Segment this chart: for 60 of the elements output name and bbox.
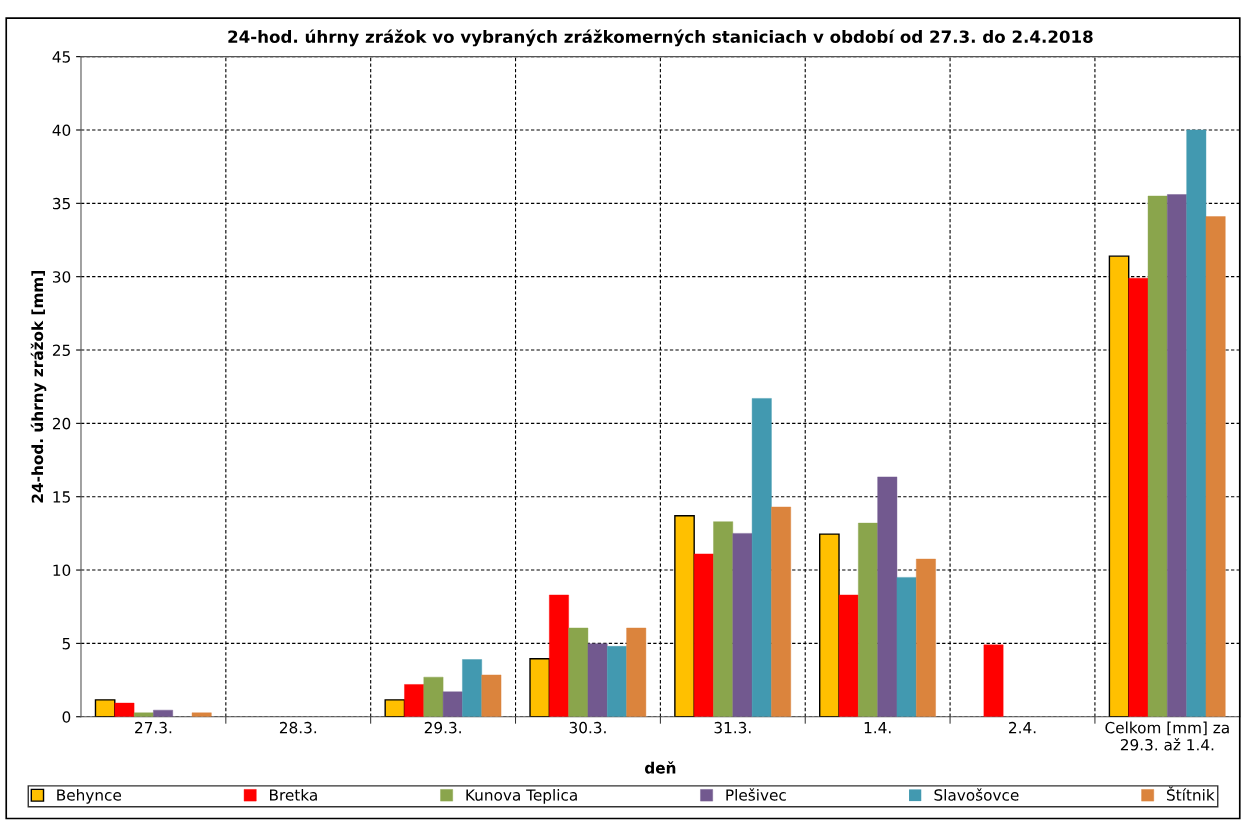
x-tick-label: Celkom [mm] za 29.3. až 1.4. <box>1105 721 1229 751</box>
bar <box>1128 277 1149 717</box>
bar <box>877 476 898 717</box>
y-tick-label: 5 <box>62 638 70 650</box>
bar <box>838 594 859 717</box>
legend-label: Štítnik <box>1167 786 1215 801</box>
bar <box>133 712 154 717</box>
bar <box>94 699 116 717</box>
x-tick-label: 28.3. <box>279 721 317 734</box>
bar <box>462 659 482 717</box>
x-tick-label: 1.4. <box>864 722 891 734</box>
legend-label: Kunova Teplica <box>466 788 577 804</box>
chart-title: 24-hod. úhrny zrážok vo vybraných zrážkomerných staniciach v období od 27.3. do 2.4.2018 <box>228 29 1093 47</box>
bar <box>442 691 463 717</box>
x-tick-label: 27.3. <box>135 721 172 734</box>
y-tick-label: 10 <box>53 564 71 577</box>
bar <box>1167 194 1187 717</box>
bar <box>529 658 551 717</box>
bar <box>607 646 627 717</box>
bar <box>693 553 714 717</box>
bar <box>423 676 444 717</box>
y-tick-label: 25 <box>52 344 70 357</box>
bar <box>626 627 647 717</box>
bar <box>1205 216 1226 717</box>
y-tick-label: 40 <box>52 124 71 137</box>
bar <box>916 558 936 717</box>
bar <box>191 712 212 717</box>
bar <box>713 521 734 717</box>
y-tick-label: 15 <box>53 491 70 503</box>
bar <box>1147 195 1168 717</box>
bar <box>114 702 135 717</box>
x-tick-label: 2.4. <box>1009 721 1036 734</box>
bar <box>404 684 425 717</box>
x-tick-label: 30.3. <box>569 721 606 734</box>
y-tick-label: 35 <box>52 197 70 210</box>
bar <box>384 699 406 717</box>
y-tick-label: 20 <box>52 417 71 430</box>
legend-label: Behynce <box>57 788 122 804</box>
bar <box>858 522 878 717</box>
bar <box>481 674 502 717</box>
y-tick-label: 0 <box>62 711 71 723</box>
bar <box>1186 129 1207 717</box>
x-tick-label: 31.3. <box>714 721 751 734</box>
y-axis-title: 24-hod. úhrny zrážok [mm] <box>30 271 47 503</box>
bar <box>153 709 173 717</box>
bar <box>549 594 569 717</box>
x-tick-label: 29.3. <box>424 721 461 734</box>
x-axis-title: deň <box>644 761 676 774</box>
legend-label: Plešivec <box>726 788 786 801</box>
bar <box>896 577 917 717</box>
legend-label: Slavošovce <box>934 788 1019 801</box>
bar <box>983 644 1004 717</box>
bar <box>568 627 589 717</box>
bar <box>751 398 772 717</box>
y-tick-label: 45 <box>52 51 70 63</box>
legend-label: Bretka <box>270 788 317 801</box>
bar <box>732 533 753 717</box>
bar <box>771 506 791 717</box>
bar <box>587 643 608 717</box>
y-tick-label: 30 <box>52 271 71 283</box>
